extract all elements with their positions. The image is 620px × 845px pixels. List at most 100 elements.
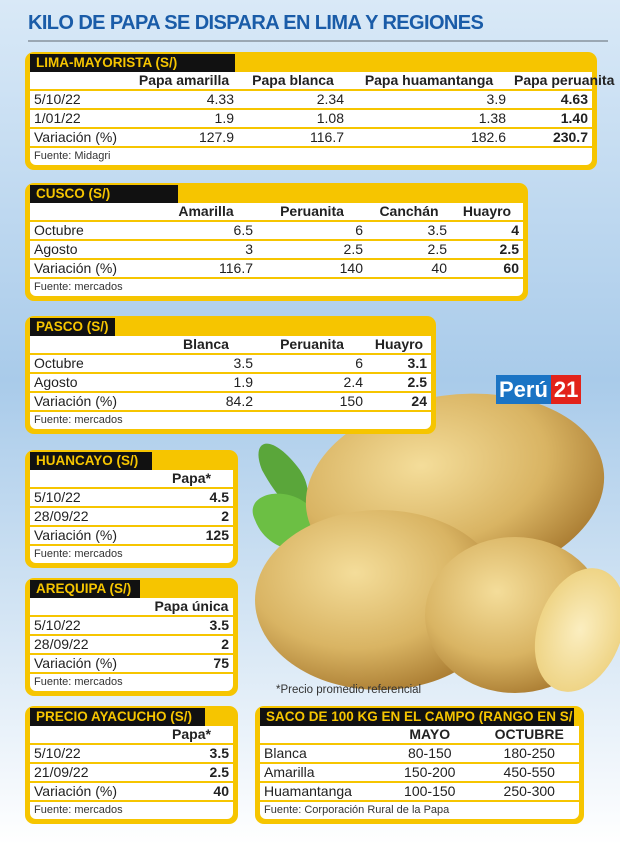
header-spacer [30,336,155,353]
row-label: Variación (%) [34,129,117,145]
column-header: Papa* [172,470,211,486]
cell-value: 3.5 [427,222,447,238]
cell-value: 125 [205,527,229,543]
header-row: MAYO OCTUBRE [260,726,579,743]
column-header: Huayro [462,203,512,219]
table-source: Fuente: mercados [30,546,233,563]
data-row: 21/09/22 2.5 [30,764,233,781]
cell-value: 40 [431,260,447,276]
table-title: HUANCAYO (S/) [30,452,152,470]
cell-value: 75 [213,655,229,671]
cell-value: 6 [355,355,363,371]
row-label: 5/10/22 [34,91,81,107]
data-row: Huamantanga 100-150 250-300 [260,783,579,800]
table-source: Fuente: mercados [30,674,233,691]
table-source: Fuente: Corporación Rural de la Papa [260,802,579,819]
footnote: *Precio promedio referencial [276,684,422,696]
header-row: Papa* [30,470,233,487]
cell-value: 80-150 [407,745,452,761]
price-table: PRECIO AYACUCHO (S/) Papa* 5/10/22 3.5 21/09… [25,706,238,824]
data-row: 5/10/22 3.5 [30,745,233,762]
column-header: Papa* [172,726,211,742]
cell-value: 4.33 [206,91,234,107]
page-title: KILO DE PAPA SE DISPARA EN LIMA Y REGION… [28,12,484,34]
cell-value: 3.5 [209,745,229,761]
header-row: Papa* [30,726,233,743]
price-table: PASCO (S/) Blanca Peruanita Huayro Octubre 3.… [25,316,436,434]
cell-value: 4 [511,222,519,238]
row-label: 28/09/22 [34,636,89,652]
column-header: Huayro [374,336,424,352]
cell-value: 2.5 [407,374,427,390]
row-label: Variación (%) [34,783,117,799]
row-label: Octubre [34,355,84,371]
cell-value: 3.1 [407,355,427,371]
cell-value: 2.4 [343,374,363,390]
cell-value: 116.7 [310,129,344,145]
header-spacer [260,726,380,743]
data-row: Amarilla 150-200 450-550 [260,764,579,781]
cell-value: 3 [245,241,253,257]
data-row: 5/10/22 4.5 [30,489,233,506]
column-header: Papa amarilla [138,72,230,88]
cell-value: 2.5 [343,241,363,257]
row-label: Variación (%) [34,393,117,409]
cell-value: 2 [221,636,229,652]
cell-value: 3.5 [209,617,229,633]
data-row: Agosto 3 2.5 2.5 2.5 [30,241,523,258]
cell-value: 24 [411,393,427,409]
row-label: 1/01/22 [34,110,81,126]
data-row: 5/10/22 3.5 [30,617,233,634]
cell-value: 100-150 [404,783,456,799]
cell-value: 127.9 [198,129,234,145]
table-title: CUSCO (S/) [30,185,178,203]
cell-value: 2.34 [316,91,344,107]
row-label: 5/10/22 [34,745,81,761]
column-header: Peruanita [280,203,344,219]
header-spacer [30,726,150,743]
cell-value: 4.5 [209,489,229,505]
brand-number: 21 [550,375,582,404]
header-row: Amarilla Peruanita Canchán Huayro [30,203,523,220]
data-row: Blanca 80-150 180-250 [260,745,579,762]
row-label: Variación (%) [34,260,117,276]
data-row: Variación (%) 116.7 140 40 60 [30,260,523,277]
column-header: Amarilla [178,203,234,219]
table-source: Fuente: Midagri [30,148,592,165]
data-row: Variación (%) 75 [30,655,233,672]
row-label: Blanca [264,745,307,761]
header-spacer [30,598,150,615]
cell-value: 40 [213,783,229,799]
data-row: Agosto 1.9 2.4 2.5 [30,374,431,391]
cell-value: 116.7 [219,260,253,276]
table-title: PASCO (S/) [30,318,115,336]
column-header: Canchán [379,203,439,219]
price-table: CUSCO (S/) Amarilla Peruanita Canchán Huayro… [25,183,528,301]
data-row: Octubre 3.5 6 3.1 [30,355,431,372]
header-row: Blanca Peruanita Huayro [30,336,431,353]
cell-value: 150 [339,393,363,409]
header-spacer [30,203,155,220]
column-header: OCTUBRE [494,726,564,742]
column-header: MAYO [409,726,451,742]
column-header: Papa única [154,598,229,614]
row-label: Agosto [34,374,78,390]
data-row: Variación (%) 84.2 150 24 [30,393,431,410]
title-rule [28,40,608,42]
table-source: Fuente: mercados [30,802,233,819]
price-table: HUANCAYO (S/) Papa* 5/10/22 4.5 28/09/22 2 Var… [25,450,238,568]
cell-value: 2 [221,508,229,524]
row-label: Variación (%) [34,655,117,671]
header-row: Papa amarilla Papa blanca Papa huamantanga… [30,72,614,89]
data-row: 28/09/22 2 [30,508,233,525]
data-row: 28/09/22 2 [30,636,233,653]
cell-value: 250-300 [503,783,555,799]
cell-value: 2.5 [209,764,229,780]
cell-value: 3.9 [486,91,506,107]
row-label: Agosto [34,241,78,257]
data-row: Variación (%) 40 [30,783,233,800]
data-row: Octubre 6.5 6 3.5 4 [30,222,523,239]
header-spacer [30,470,150,487]
